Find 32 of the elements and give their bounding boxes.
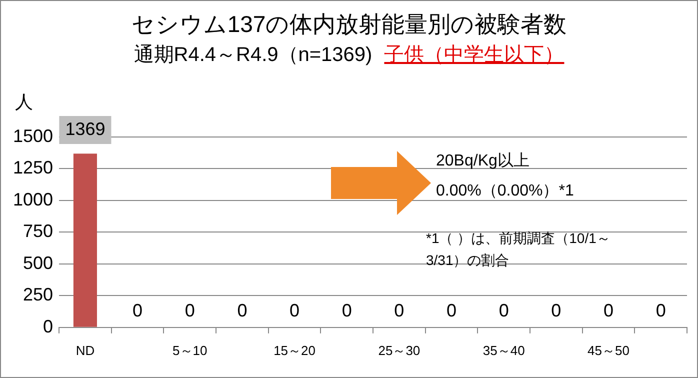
y-tick-label: 1250 <box>12 158 54 178</box>
y-axis-title: 人 <box>15 92 33 112</box>
x-tick-label: 35～40 <box>482 342 525 358</box>
data-label: 0 <box>132 300 143 320</box>
y-tick-label: 1000 <box>12 189 54 210</box>
chart-subtitle: 通期R4.4～R4.9（n=1369) <box>134 44 372 66</box>
data-label: 0 <box>604 300 614 320</box>
y-tick-label: 250 <box>22 284 54 305</box>
data-label: 0 <box>290 300 300 320</box>
y-tick-label: 750 <box>22 221 54 242</box>
x-tick-label: 5～10 <box>172 342 208 358</box>
data-label: 0 <box>184 300 195 320</box>
data-label: 0 <box>446 300 457 320</box>
data-label: 0 <box>394 300 404 320</box>
y-tick-label: 1500 <box>12 126 54 146</box>
y-tick-label: 500 <box>22 252 54 273</box>
data-label: 0 <box>342 300 352 320</box>
y-tick-label: 0 <box>43 316 54 336</box>
x-tick-label: ND <box>76 342 95 358</box>
data-label: 0 <box>498 300 509 320</box>
text: 子供（中学生以下） <box>384 44 564 66</box>
data-label: 0 <box>237 300 248 320</box>
data-label: 1369 <box>65 118 106 139</box>
x-tick-label: 25～30 <box>378 342 420 358</box>
annotation: *1（ ）は、前期調査（10/1～3/31）の割合 <box>426 230 610 268</box>
data-label: 0 <box>656 300 666 320</box>
annotation: 0.00%（0.00%）*1 <box>436 182 574 200</box>
data-label: 0 <box>551 300 562 320</box>
x-tick-label: 15～20 <box>274 342 316 358</box>
x-tick-label: 45～50 <box>588 342 630 358</box>
annotation: 20Bq/Kg以上 <box>436 151 530 170</box>
chart-title: セシウム137の体内放射能量別の被験者数 <box>130 10 568 39</box>
